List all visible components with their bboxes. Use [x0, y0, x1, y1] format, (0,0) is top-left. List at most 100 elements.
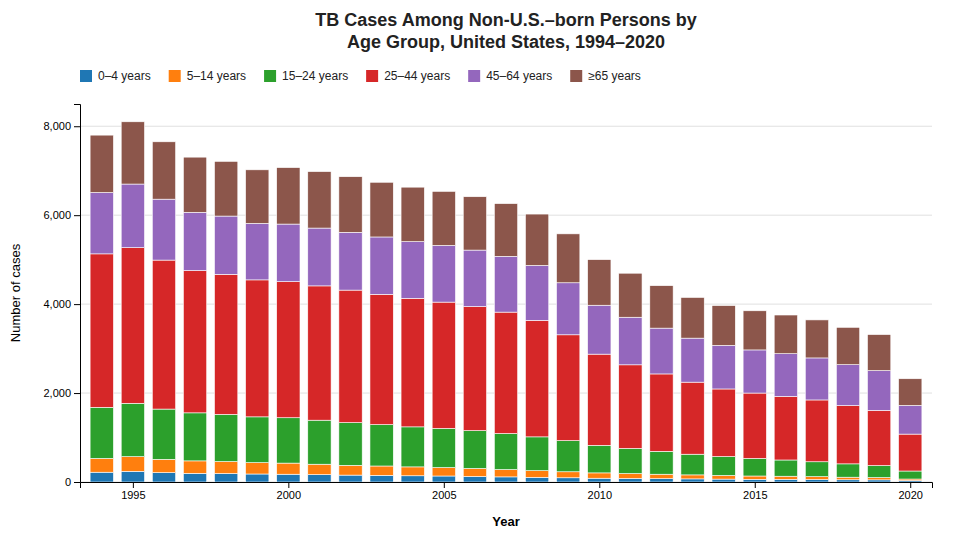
bar	[712, 457, 735, 476]
legend-item: ≥65 years	[570, 69, 641, 83]
bar	[277, 282, 300, 418]
bar	[183, 271, 206, 413]
bar	[308, 420, 331, 464]
bar	[432, 191, 455, 245]
title-line: TB Cases Among Non-U.S.–born Persons by	[315, 10, 696, 30]
bar	[557, 335, 580, 441]
bar	[588, 478, 611, 482]
bar	[183, 473, 206, 482]
bar	[277, 418, 300, 463]
bar	[867, 335, 890, 371]
legend-item: 15–24 years	[264, 69, 348, 83]
bar	[277, 474, 300, 482]
bar	[90, 458, 113, 472]
bar	[743, 350, 766, 393]
tick: 2005	[432, 482, 456, 501]
bar	[183, 413, 206, 461]
bar	[619, 365, 642, 449]
bar	[183, 461, 206, 473]
bar	[432, 245, 455, 302]
bar	[370, 425, 393, 466]
bar	[494, 477, 517, 482]
legend-item: 25–44 years	[366, 69, 450, 83]
x-axis-line	[81, 483, 933, 489]
tick-label: 8,000	[43, 120, 71, 132]
bar	[277, 224, 300, 282]
legend-swatch	[570, 70, 582, 82]
bar	[557, 478, 580, 482]
bar	[619, 448, 642, 473]
bar	[121, 122, 144, 184]
bar	[214, 474, 237, 482]
bar	[619, 474, 642, 479]
bar	[463, 307, 486, 431]
tick: 1995	[121, 482, 145, 501]
bar	[463, 431, 486, 469]
chart: 19952000200520102015202002,0004,0006,000…	[0, 0, 960, 540]
bar	[494, 312, 517, 433]
bar	[619, 478, 642, 482]
bar	[650, 286, 673, 328]
bar	[774, 315, 797, 354]
bar	[432, 302, 455, 428]
bar	[712, 475, 735, 479]
tick: 6,000	[43, 209, 80, 221]
legend-label: 25–44 years	[384, 69, 450, 83]
bar	[121, 471, 144, 482]
bars	[90, 122, 922, 482]
bar	[152, 142, 175, 199]
bar-series	[90, 122, 922, 406]
bar	[152, 260, 175, 409]
bar	[525, 471, 548, 478]
tick: 4,000	[43, 298, 80, 310]
bar	[867, 466, 890, 478]
bar	[712, 345, 735, 389]
bar	[805, 400, 828, 462]
bar	[277, 463, 300, 474]
bar	[867, 410, 890, 465]
legend-label: 0–4 years	[98, 69, 151, 83]
bar	[370, 466, 393, 475]
bar	[681, 475, 704, 479]
tick-mark	[599, 482, 600, 488]
bar	[836, 406, 859, 464]
bar	[712, 306, 735, 346]
tick: 0	[65, 476, 80, 488]
bar	[867, 480, 890, 482]
bar	[494, 204, 517, 257]
bar	[214, 161, 237, 216]
bar	[308, 464, 331, 474]
tick-mark	[74, 215, 80, 216]
bar	[743, 393, 766, 458]
bar-series	[90, 184, 922, 434]
bar	[183, 157, 206, 212]
bar	[743, 458, 766, 476]
tick-mark	[910, 482, 911, 488]
bar	[619, 317, 642, 365]
legend-label: 45–64 years	[486, 69, 552, 83]
bar	[401, 427, 424, 467]
bar	[867, 371, 890, 411]
bar	[525, 265, 548, 320]
bar	[308, 475, 331, 482]
tick: 2020	[898, 482, 922, 501]
tick-mark	[133, 482, 134, 488]
bar	[246, 474, 269, 482]
bar	[370, 182, 393, 237]
bar	[681, 454, 704, 475]
bar	[743, 476, 766, 479]
title: TB Cases Among Non-U.S.–born Persons byA…	[315, 10, 696, 52]
bar	[681, 479, 704, 482]
bar	[370, 475, 393, 482]
y-axis-title: Number of cases	[8, 243, 23, 342]
plot-area: 19952000200520102015202002,0004,0006,000…	[8, 105, 933, 530]
tick-mark	[74, 393, 80, 394]
tick-mark	[288, 482, 289, 488]
tick-mark	[74, 304, 80, 305]
bar	[650, 328, 673, 374]
title-line: Age Group, United States, 1994–2020	[347, 32, 665, 52]
bar	[246, 223, 269, 279]
bar	[525, 477, 548, 482]
bar	[557, 441, 580, 472]
bar	[774, 354, 797, 397]
